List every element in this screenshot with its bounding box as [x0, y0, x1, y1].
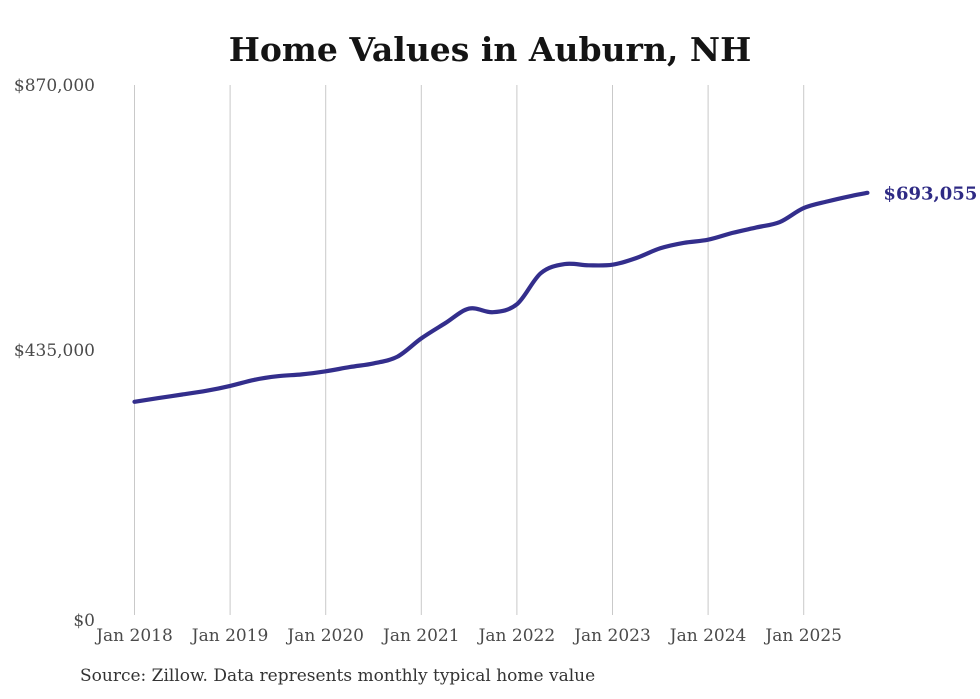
- x-axis-tick-label: Jan 2022: [477, 626, 556, 646]
- x-axis-tick-label: Jan 2021: [381, 626, 460, 646]
- home-value-line: [132, 190, 870, 404]
- end-value-label: $693,055: [883, 183, 977, 204]
- x-axis-tick-labels: Jan 2018 Jan 2019 Jan 2020 Jan 2021 Jan 2022…: [94, 626, 842, 646]
- x-axis-tick-label: Jan 2020: [285, 626, 364, 646]
- source-note: Source: Zillow. Data represents monthly …: [80, 666, 596, 686]
- gridlines: [134, 85, 805, 615]
- y-axis-tick-label: $435,000: [14, 341, 95, 361]
- y-axis-tick-label: $0: [73, 611, 95, 631]
- x-axis-tick-label: Jan 2018: [94, 626, 173, 646]
- x-axis-tick-label: Jan 2019: [190, 626, 269, 646]
- x-axis-tick-label: Jan 2024: [668, 626, 747, 646]
- chart-title: Home Values in Auburn, NH: [228, 30, 752, 69]
- x-axis-tick-label: Jan 2025: [763, 626, 842, 646]
- y-axis-tick-label: $870,000: [14, 76, 95, 96]
- y-axis-tick-labels: $870,000 $435,000 $0: [14, 76, 95, 631]
- x-axis-tick-label: Jan 2023: [572, 626, 651, 646]
